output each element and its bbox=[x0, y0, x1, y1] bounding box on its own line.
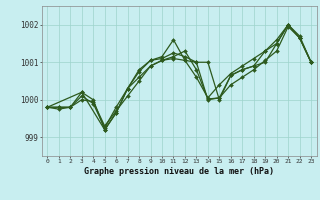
X-axis label: Graphe pression niveau de la mer (hPa): Graphe pression niveau de la mer (hPa) bbox=[84, 167, 274, 176]
